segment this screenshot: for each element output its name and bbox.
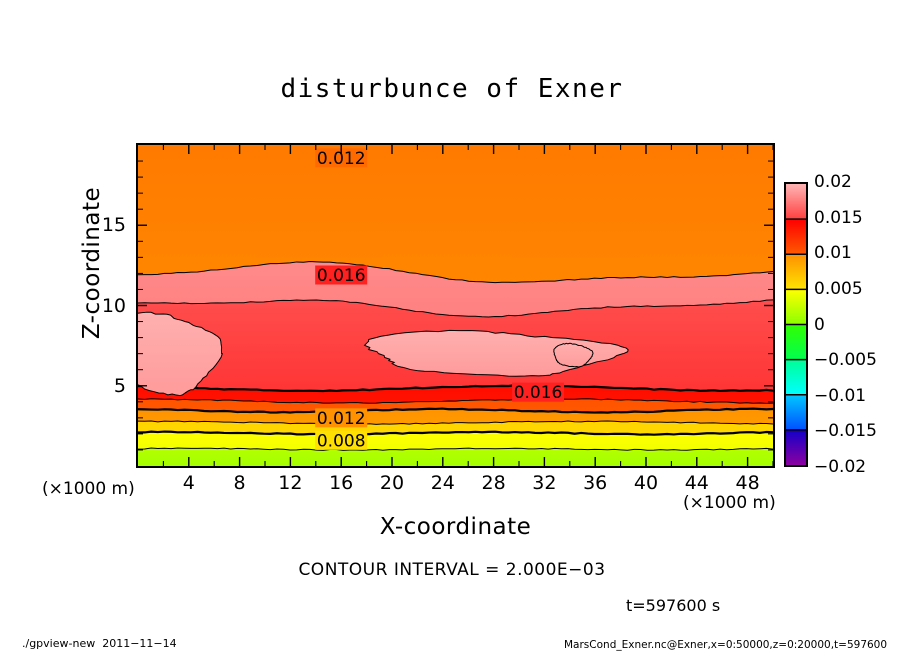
colorbar-tick-5: −0.005	[814, 350, 877, 371]
colorbar-tick-3: 0.005	[814, 278, 863, 299]
svg-text:0.012: 0.012	[317, 149, 366, 169]
colorbar-tick-4: 0	[814, 314, 825, 335]
x-tick-16: 16	[329, 472, 354, 494]
y-axis-title: Z-coordinate	[79, 186, 105, 340]
colorbar-gradient	[786, 184, 806, 465]
footer-command: ./gpview-new 2011−11−14	[22, 637, 177, 650]
x-tick-4: 4	[182, 472, 195, 494]
y-tick-5: 5	[113, 374, 126, 397]
svg-text:0.016: 0.016	[317, 266, 366, 286]
x-axis-unit-left: (×1000 m)	[42, 479, 135, 499]
svg-text:0.012: 0.012	[317, 409, 366, 429]
colorbar-tick-1: 0.015	[814, 207, 863, 228]
x-tick-28: 28	[481, 472, 506, 494]
x-tick-8: 8	[233, 472, 246, 494]
x-axis-unit-right: (×1000 m)	[683, 493, 776, 513]
page-title: disturbunce of Exner	[280, 74, 624, 104]
contour-plot-area: 0.012 0.016 0.016 0.012 0.008	[136, 143, 775, 468]
colorbar-tick-7: −0.015	[814, 421, 877, 442]
x-tick-12: 12	[278, 472, 303, 494]
footer-source: MarsCond_Exner.nc@Exner,x=0:50000,z=0:20…	[564, 639, 888, 651]
colorbar	[784, 182, 808, 467]
x-tick-32: 32	[532, 472, 557, 494]
x-tick-48: 48	[735, 472, 760, 494]
x-axis-title: X-coordinate	[379, 514, 532, 540]
svg-text:0.008: 0.008	[317, 431, 366, 451]
x-tick-44: 44	[684, 472, 709, 494]
svg-text:0.016: 0.016	[514, 383, 563, 403]
colorbar-tick-6: −0.01	[814, 385, 867, 406]
y-tick-10: 10	[101, 294, 126, 317]
y-tick-15: 15	[101, 214, 126, 237]
colorbar-tick-0: 0.02	[814, 172, 852, 192]
x-tick-24: 24	[430, 472, 455, 494]
x-tick-20: 20	[379, 472, 405, 494]
colorbar-tick-8: −0.02	[814, 457, 867, 477]
colorbar-tick-2: 0.01	[814, 243, 852, 264]
x-tick-36: 36	[583, 472, 608, 494]
timestamp-note: t=597600 s	[626, 596, 721, 615]
x-tick-40: 40	[633, 472, 659, 494]
contour-interval-note: CONTOUR INTERVAL = 2.000E−03	[298, 560, 606, 580]
